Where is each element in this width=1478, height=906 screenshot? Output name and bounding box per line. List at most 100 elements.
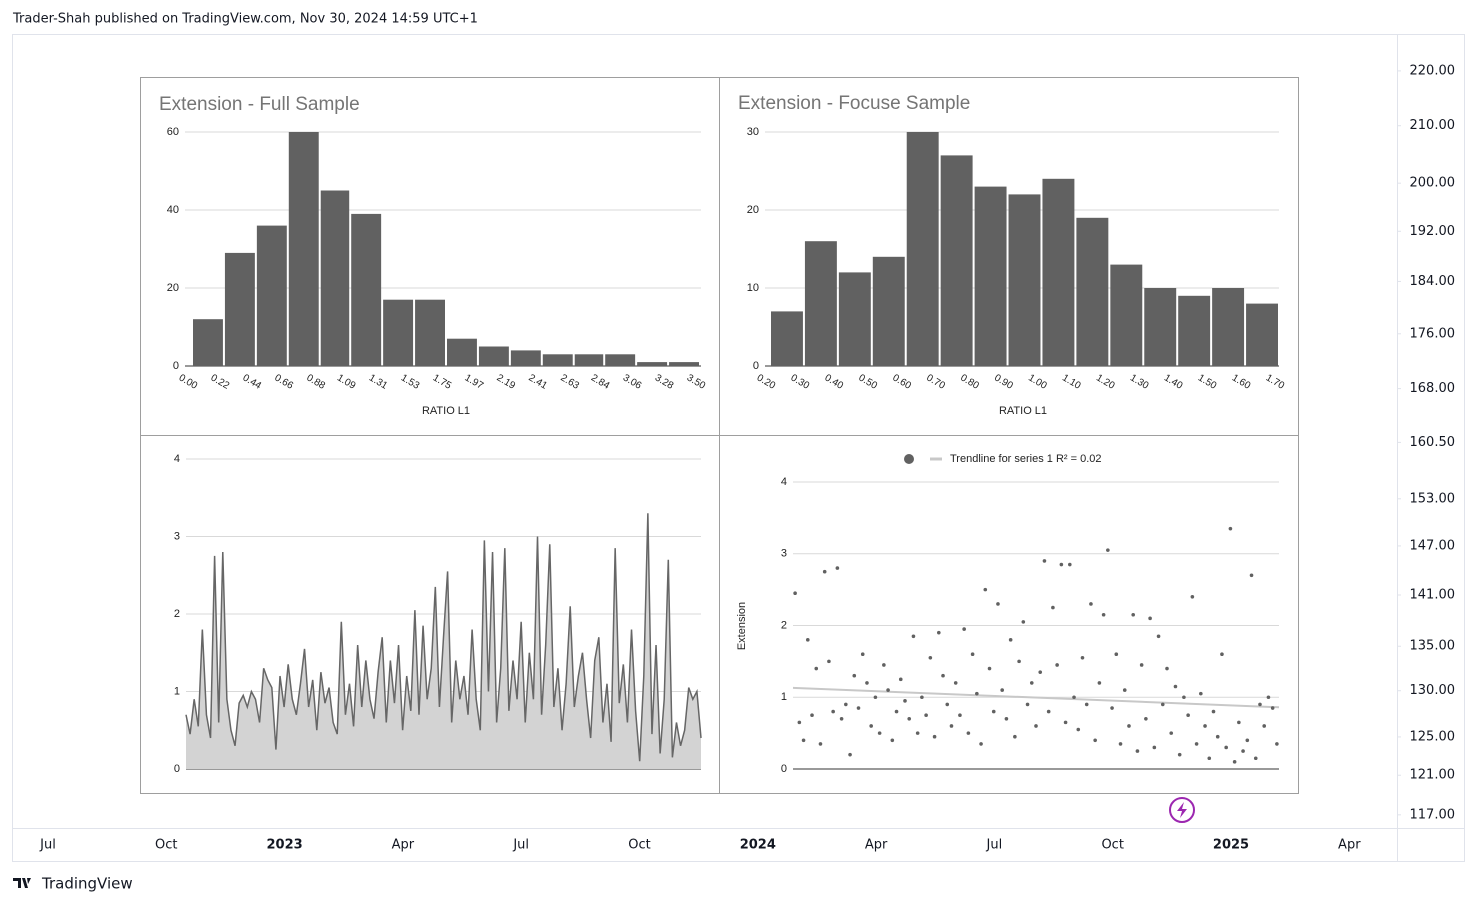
- point: [856, 706, 861, 710]
- bar: [383, 299, 414, 366]
- time-label: Apr: [865, 838, 888, 853]
- bar: [669, 362, 699, 366]
- point: [996, 602, 1000, 606]
- point: [852, 673, 857, 678]
- point: [991, 709, 996, 714]
- point: [805, 638, 810, 642]
- point: [1199, 691, 1203, 696]
- brand-name: TradingView: [41, 875, 133, 893]
- time-label: Apr: [1338, 838, 1361, 853]
- point: [1131, 612, 1135, 617]
- point: [1207, 756, 1212, 761]
- point: [1186, 713, 1190, 717]
- point: [945, 702, 950, 707]
- line: [185, 513, 702, 762]
- point: [1258, 702, 1262, 707]
- point: [1051, 605, 1055, 610]
- y-axis-label: Extension: [736, 602, 748, 650]
- point: [949, 724, 954, 728]
- y-tick-label: 1: [781, 691, 787, 703]
- price-label: 135.00: [1410, 639, 1456, 654]
- point: [962, 627, 966, 631]
- point: [835, 566, 840, 570]
- point: [1160, 702, 1165, 707]
- bar: [637, 362, 668, 366]
- point: [1068, 562, 1072, 567]
- bar: [542, 354, 573, 366]
- time-label: Jul: [512, 838, 529, 853]
- point: [827, 659, 831, 664]
- point: [1127, 724, 1131, 728]
- point: [869, 724, 873, 728]
- point: [932, 734, 937, 739]
- point: [1135, 749, 1140, 753]
- chart-title: Extension - Focuse Sample: [738, 93, 970, 114]
- point: [1203, 724, 1207, 728]
- bar: [256, 225, 287, 366]
- alert-icon[interactable]: [1169, 797, 1195, 823]
- point: [844, 702, 848, 707]
- point: [1194, 742, 1199, 746]
- point: [1224, 745, 1228, 750]
- point: [1072, 695, 1076, 700]
- point: [1211, 709, 1216, 714]
- point: [1025, 702, 1030, 707]
- point: [987, 666, 992, 671]
- price-label: 130.00: [1410, 683, 1456, 698]
- point: [1046, 709, 1051, 714]
- point: [1000, 688, 1004, 692]
- bar: [351, 213, 382, 366]
- point: [860, 652, 865, 656]
- point: [886, 688, 890, 692]
- point: [801, 738, 806, 743]
- point: [1144, 716, 1148, 721]
- point: [848, 752, 852, 757]
- y-tick-label: 3: [174, 530, 180, 542]
- bar: [940, 155, 973, 366]
- point: [915, 731, 920, 735]
- bar: [1076, 217, 1109, 366]
- point: [1266, 695, 1271, 700]
- point: [911, 634, 916, 639]
- legend-label: Trendline for series 1 R² = 0.02: [950, 453, 1102, 465]
- point: [898, 677, 903, 682]
- price-label: 153.00: [1410, 491, 1456, 506]
- point: [1093, 738, 1097, 743]
- time-label: 2023: [267, 838, 303, 853]
- point: [953, 681, 958, 685]
- y-tick-label: 20: [167, 282, 179, 294]
- point: [1177, 752, 1182, 757]
- bar: [1144, 288, 1177, 366]
- point: [810, 713, 814, 717]
- y-tick-label: 20: [747, 204, 759, 216]
- point: [1097, 681, 1102, 685]
- point: [970, 652, 975, 656]
- point: [1165, 666, 1169, 671]
- point: [890, 738, 895, 743]
- point: [937, 630, 941, 635]
- point: [814, 666, 819, 671]
- bar: [1110, 264, 1143, 366]
- point: [928, 655, 933, 660]
- bar: [974, 186, 1007, 366]
- point: [1034, 724, 1038, 728]
- x-axis-label: RATIO L1: [422, 405, 470, 417]
- y-tick-label: 0: [173, 360, 179, 372]
- bar: [320, 190, 350, 366]
- point: [1038, 670, 1043, 674]
- price-label: 220.00: [1410, 63, 1456, 78]
- y-tick-label: 0: [174, 763, 180, 775]
- price-label: 184.00: [1410, 274, 1456, 289]
- point: [907, 716, 912, 721]
- point: [1190, 595, 1195, 599]
- y-tick-label: 40: [167, 204, 179, 216]
- bar: [605, 354, 636, 366]
- point: [1004, 716, 1009, 721]
- point: [924, 713, 928, 717]
- price-label: 141.00: [1410, 588, 1456, 603]
- point: [903, 699, 907, 703]
- time-label: Oct: [628, 838, 650, 853]
- y-tick-label: 0: [753, 360, 759, 372]
- point: [1055, 663, 1059, 667]
- y-tick-label: 60: [167, 126, 179, 138]
